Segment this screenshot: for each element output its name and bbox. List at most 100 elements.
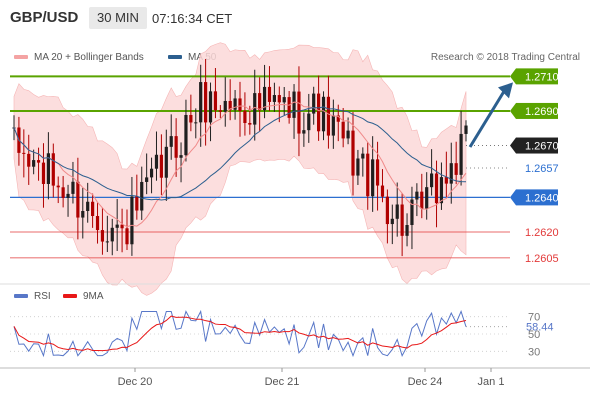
level-label-1.2657: 1.2657: [525, 163, 559, 175]
candle-body: [253, 93, 257, 125]
research-credit: Research © 2018 Trading Central: [430, 52, 580, 63]
candle-body: [154, 154, 159, 169]
candle-body: [46, 153, 50, 184]
x-tick-label: Jan 1: [478, 376, 505, 388]
candle-body: [213, 91, 218, 111]
candle-body: [351, 130, 355, 176]
candle-body: [258, 93, 262, 111]
candle-body: [302, 130, 306, 134]
candle-body: [184, 114, 188, 156]
candle-body: [199, 82, 203, 123]
candle-body: [415, 191, 419, 200]
candle-body: [425, 187, 429, 209]
candle-body: [36, 160, 41, 163]
legend-ma20-bb-label: MA 20 + Bollinger Bands: [34, 52, 144, 63]
candle-body: [115, 224, 119, 228]
rsi-last-value: 58.44: [526, 322, 554, 334]
candle-body: [454, 163, 458, 175]
level-box-1.2670: [516, 137, 558, 154]
ma50-swatch: [168, 55, 182, 60]
candle-body: [321, 96, 326, 132]
candle-body: [317, 93, 321, 132]
candle-body: [341, 121, 345, 139]
candle-body: [366, 153, 370, 197]
candle-body: [145, 177, 149, 182]
candle-body: [76, 181, 80, 218]
candle-body: [95, 216, 100, 231]
candle-body: [464, 125, 468, 134]
candle-body: [272, 95, 276, 102]
candle-body: [400, 204, 404, 236]
candle-body: [439, 177, 444, 204]
candle-body: [346, 130, 350, 139]
rsi-line: [13, 309, 467, 358]
candle-body: [149, 168, 154, 178]
timeframe-badge[interactable]: 30 MIN: [89, 7, 147, 29]
candle-body: [410, 199, 414, 226]
candle-body: [32, 160, 36, 167]
candle-body: [380, 185, 385, 197]
candle-body: [336, 115, 340, 122]
legend-rsi-label: RSI: [34, 291, 51, 302]
candle-body: [61, 187, 65, 198]
candle-body: [100, 230, 105, 242]
candle-body: [420, 191, 424, 209]
candle-body: [434, 173, 439, 204]
level-label-1.2605: 1.2605: [525, 253, 559, 265]
legend-ma9: 9MA: [63, 291, 104, 302]
candle-body: [238, 98, 242, 111]
level-pointer-1.2710: [510, 68, 516, 85]
level-pointer-1.2640: [510, 189, 516, 206]
candle-body: [81, 211, 85, 218]
candle-body: [130, 196, 134, 245]
candle-body: [174, 136, 178, 158]
candle-body: [287, 97, 291, 118]
candle-body: [444, 177, 448, 184]
candle-body: [262, 86, 267, 111]
candle-body: [159, 154, 163, 178]
level-label-1.2640: 1.2640: [525, 192, 559, 204]
forecast-arrow-head: [498, 82, 513, 99]
candle-body: [51, 153, 55, 186]
candle-body: [282, 97, 286, 103]
ma50-line: [13, 106, 467, 201]
x-tick-label: Dec 21: [265, 376, 300, 388]
moving-averages-layer: [13, 101, 467, 228]
level-box-1.2690: [516, 102, 558, 119]
forecast-arrow-layer: [468, 82, 513, 148]
candle-body: [105, 241, 109, 243]
level-box-1.2640: [516, 189, 558, 206]
rsi-tick-70: 70: [528, 312, 540, 324]
level-box-1.2710: [516, 68, 558, 85]
candle-body: [390, 218, 394, 225]
candle-body: [228, 100, 232, 110]
forecast-arrow-shaft: [468, 90, 506, 148]
candle-body: [307, 113, 311, 131]
candle-body: [194, 122, 198, 124]
candle-body: [356, 158, 360, 176]
candle-body: [22, 152, 26, 154]
level-labels-layer: 1.2710 1.2690 1.2670 1.2657 1.2640 1.2620 1.26…: [510, 68, 559, 265]
candle-body: [66, 193, 70, 198]
x-tick-label: Dec 20: [118, 376, 153, 388]
candle-body: [371, 159, 375, 197]
candle-body: [56, 185, 60, 188]
rsi-tick-50: 50: [528, 329, 540, 341]
candle-body: [208, 91, 213, 123]
chart-header: GBP/USD 30 MIN 07:16:34 CET: [0, 0, 590, 36]
candle-body: [125, 228, 129, 245]
level-label-1.2670: 1.2670: [525, 141, 559, 153]
x-tick-label: Dec 24: [408, 376, 443, 388]
candle-body: [449, 163, 453, 184]
rsi-panel: 70 50 30 58.44: [10, 309, 554, 358]
candle-body: [326, 96, 331, 136]
ma9-swatch: [63, 294, 77, 299]
candle-body: [292, 91, 296, 118]
candle-body: [120, 224, 124, 229]
rsi-ma9-line: [13, 315, 467, 352]
candle-body: [218, 110, 222, 112]
candle-body: [204, 82, 208, 123]
legend-ma9-label: 9MA: [83, 291, 104, 302]
ma20-bb-swatch: [14, 55, 28, 60]
